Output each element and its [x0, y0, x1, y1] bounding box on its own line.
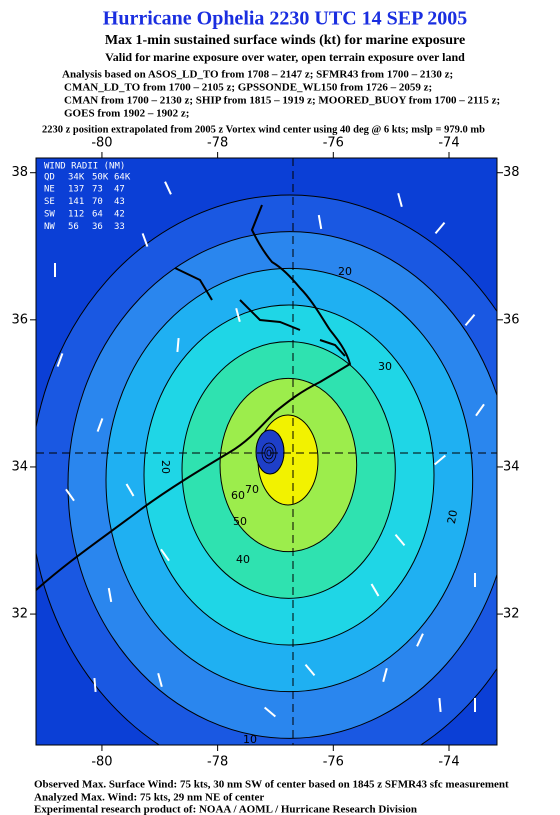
- x-tick-label: -76: [323, 755, 344, 770]
- radii-cell: 42: [114, 210, 125, 220]
- contour-label: 30: [378, 360, 392, 373]
- wind-barb: [176, 337, 180, 353]
- wind-barb: [416, 633, 424, 647]
- radii-cell: SW: [44, 210, 55, 220]
- radii-header: 64K: [114, 173, 131, 183]
- radii-cell: 64: [92, 210, 103, 220]
- wind-barb: [382, 667, 388, 683]
- eye: [255, 429, 285, 475]
- wind-barb: [394, 533, 406, 547]
- analysis-line: CMAN_LD_TO from 1700 – 2105 z; GPSSONDE_…: [64, 82, 432, 94]
- analysis-line: Analysis based on ASOS_LD_TO from 1708 –…: [62, 69, 453, 81]
- wind-barb: [438, 697, 442, 713]
- contour-label: 20: [159, 460, 172, 474]
- radii-cell: 70: [92, 197, 103, 207]
- y-tick-label: 34: [11, 459, 28, 474]
- wind-barb: [464, 313, 476, 327]
- title: Hurricane Ophelia 2230 UTC 14 SEP 2005: [103, 8, 467, 30]
- wind-barb: [56, 353, 64, 367]
- analyzed-wind: Analyzed Max. Wind: 75 kts, 29 nm NE of …: [34, 792, 264, 804]
- x-tick-label: -80: [91, 755, 112, 770]
- wind-barb: [263, 706, 277, 718]
- y-tick-label: 34: [503, 459, 520, 474]
- wind-barb: [370, 583, 380, 597]
- radii-header: 34K: [68, 173, 85, 183]
- y-tick-label: 32: [11, 607, 28, 622]
- contour-label: 50: [233, 515, 247, 528]
- y-tick-label: 36: [11, 312, 28, 327]
- wind-barb: [125, 483, 135, 497]
- radii-cell: 112: [68, 210, 84, 220]
- x-tick-label: -78: [207, 755, 228, 770]
- radii-cell: 73: [92, 185, 103, 195]
- wind-barb: [433, 454, 447, 466]
- radii-cell: 33: [114, 222, 125, 232]
- wind-barb: [141, 233, 149, 247]
- analysis-line: GOES from 1902 – 1902 z;: [64, 108, 189, 120]
- wind-barb: [397, 192, 403, 208]
- x-tick-label: -74: [438, 136, 459, 151]
- wind-barb: [65, 488, 75, 502]
- credit: Experimental research product of: NOAA /…: [34, 804, 417, 815]
- radii-cell: NE: [44, 185, 55, 195]
- radii-header: QD: [44, 173, 55, 183]
- contour-label: 70: [245, 483, 259, 496]
- contour-label: 60: [231, 489, 245, 502]
- x-tick-label: -76: [323, 136, 344, 151]
- coastline: [174, 267, 346, 357]
- contour-label: 40: [236, 553, 250, 566]
- y-tick-label: 38: [11, 165, 28, 180]
- wind-barb: [157, 672, 163, 688]
- radii-cell: 141: [68, 197, 84, 207]
- y-tick-label: 38: [503, 165, 520, 180]
- observed-wind: Observed Max. Surface Wind: 75 kts, 30 n…: [34, 779, 509, 791]
- map-frame: [35, 157, 498, 746]
- x-tick-label: -80: [91, 136, 112, 151]
- analysis-line: CMAN from 1700 – 2130 z; SHIP from 1815 …: [64, 95, 500, 107]
- contour-label: 20: [338, 265, 352, 278]
- radii-title: WIND RADII (NM): [44, 162, 125, 172]
- wind-barb: [475, 403, 485, 417]
- radii-cell: NW: [44, 222, 55, 232]
- y-tick-label: 32: [503, 607, 520, 622]
- radii-cell: 36: [92, 222, 103, 232]
- wind-barb: [235, 307, 241, 323]
- contour-label: 20: [445, 509, 460, 525]
- position-note: 2230 z position extrapolated from 2005 z…: [42, 124, 485, 135]
- note: Valid for marine exposure over water, op…: [105, 50, 465, 64]
- contour-label: 10: [243, 733, 257, 746]
- y-tick-label: 36: [503, 312, 520, 327]
- wind-barb: [304, 663, 316, 677]
- radii-cell: 56: [68, 222, 79, 232]
- x-tick-label: -78: [207, 136, 228, 151]
- wind-barb: [164, 181, 172, 195]
- wind-barb: [107, 587, 113, 603]
- subtitle: Max 1-min sustained surface winds (kt) f…: [105, 33, 465, 48]
- wind-barb: [160, 548, 170, 562]
- wind-barb: [96, 418, 104, 432]
- wind-barb: [434, 221, 446, 235]
- wind-barb: [317, 214, 323, 230]
- radii-header: 50K: [92, 173, 109, 183]
- x-tick-label: -74: [438, 755, 459, 770]
- radii-cell: SE: [44, 197, 55, 207]
- radii-cell: 43: [114, 197, 125, 207]
- radii-cell: 137: [68, 185, 84, 195]
- radii-cell: 47: [114, 185, 125, 195]
- wind-barb: [93, 677, 97, 693]
- coastline: [36, 204, 352, 591]
